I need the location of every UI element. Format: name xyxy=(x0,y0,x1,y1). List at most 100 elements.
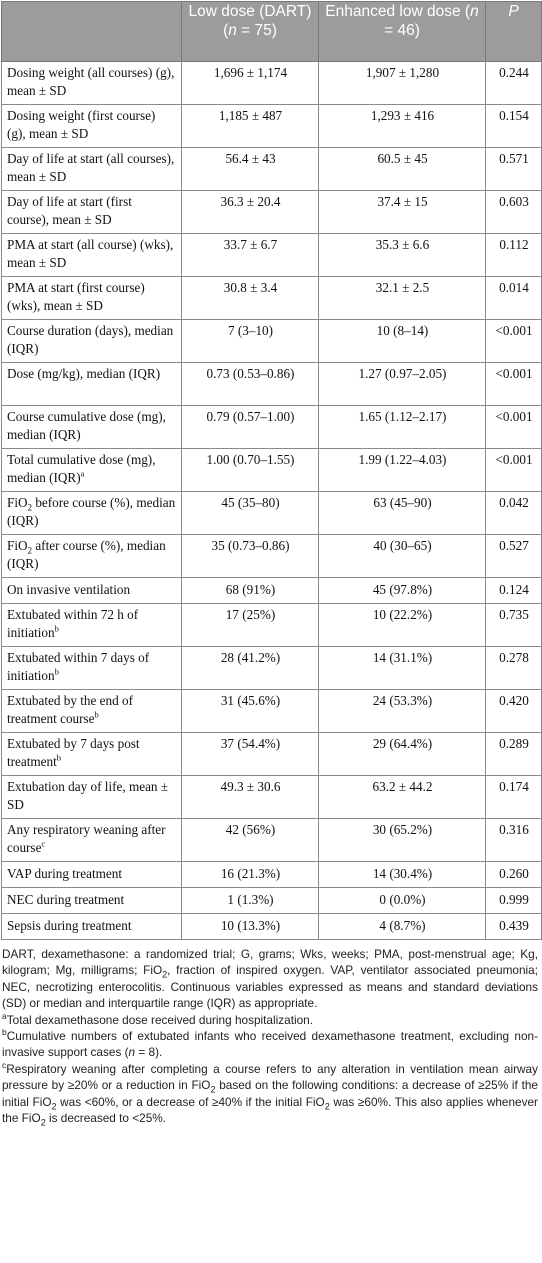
row-label: Any respiratory weaning after coursec xyxy=(1,818,182,862)
cell-p-value: 0.571 xyxy=(485,147,542,191)
row-label: NEC during treatment xyxy=(1,887,182,914)
cell-low-dose: 35 (0.73–0.86) xyxy=(181,534,319,578)
cell-enhanced-dose: 10 (22.2%) xyxy=(318,603,486,647)
footnote-b: bCumulative numbers of extubated infants… xyxy=(2,1028,538,1061)
cell-p-value: 0.289 xyxy=(485,732,542,776)
row-label: Extubated within 7 days of initiationb xyxy=(1,646,182,690)
cell-enhanced-dose: 1,907 ± 1,280 xyxy=(318,61,486,105)
cell-low-dose: 16 (21.3%) xyxy=(181,861,319,888)
row-label: Extubated by the end of treatment course… xyxy=(1,689,182,733)
cell-low-dose: 28 (41.2%) xyxy=(181,646,319,690)
row-label: VAP during treatment xyxy=(1,861,182,888)
cell-p-value: 0.999 xyxy=(485,887,542,914)
cell-p-value: 0.603 xyxy=(485,190,542,234)
cell-p-value: <0.001 xyxy=(485,405,542,449)
cell-low-dose: 1 (1.3%) xyxy=(181,887,319,914)
row-label: Extubated within 72 h of initiationb xyxy=(1,603,182,647)
results-table: Low dose (DART) (n = 75) Enhanced low do… xyxy=(1,1,542,940)
row-label: Extubation day of life, mean ± SD xyxy=(1,775,182,819)
cell-low-dose: 30.8 ± 3.4 xyxy=(181,276,319,320)
row-label: Extubated by 7 days post treatmentb xyxy=(1,732,182,776)
table-row: Total cumulative dose (mg), median (IQR)… xyxy=(1,448,542,492)
cell-enhanced-dose: 32.1 ± 2.5 xyxy=(318,276,486,320)
table-document: Low dose (DART) (n = 75) Enhanced low do… xyxy=(1,1,542,1127)
footnote-ref: b xyxy=(54,623,59,634)
cell-enhanced-dose: 1.65 (1.12–2.17) xyxy=(318,405,486,449)
cell-enhanced-dose: 63.2 ± 44.2 xyxy=(318,775,486,819)
cell-p-value: 0.278 xyxy=(485,646,542,690)
header-cell-p: P xyxy=(485,1,542,62)
cell-low-dose: 49.3 ± 30.6 xyxy=(181,775,319,819)
cell-p-value: 0.124 xyxy=(485,577,542,604)
table-row: Day of life at start (all courses), mean… xyxy=(1,147,542,191)
cell-p-value: <0.001 xyxy=(485,362,542,406)
table-row: Sepsis during treatment 10 (13.3%) 4 (8.7%… xyxy=(1,913,542,940)
footnote-a: aTotal dexamethasone dose received durin… xyxy=(2,1011,538,1028)
cell-enhanced-dose: 60.5 ± 45 xyxy=(318,147,486,191)
cell-p-value: <0.001 xyxy=(485,319,542,363)
footnote-c: cRespiratory weaning after completing a … xyxy=(2,1061,538,1127)
header-row: Low dose (DART) (n = 75) Enhanced low do… xyxy=(1,1,542,62)
cell-low-dose: 36.3 ± 20.4 xyxy=(181,190,319,234)
cell-low-dose: 56.4 ± 43 xyxy=(181,147,319,191)
table-row: FiO2 before course (%), median (IQR) 45 (… xyxy=(1,491,542,535)
table-row: Dose (mg/kg), median (IQR) 0.73 (0.53–0.8… xyxy=(1,362,542,406)
table-row: Dosing weight (first course) (g), mean ±… xyxy=(1,104,542,148)
cell-enhanced-dose: 14 (30.4%) xyxy=(318,861,486,888)
table-row: Extubated by 7 days post treatmentb 37 (5… xyxy=(1,732,542,776)
table-row: NEC during treatment 1 (1.3%) 0 (0.0%) 0.99… xyxy=(1,887,542,914)
footnote-ref: b xyxy=(56,752,62,763)
cell-low-dose: 17 (25%) xyxy=(181,603,319,647)
cell-low-dose: 1.00 (0.70–1.55) xyxy=(181,448,319,492)
table-row: Extubation day of life, mean ± SD 49.3 ± … xyxy=(1,775,542,819)
cell-p-value: 0.735 xyxy=(485,603,542,647)
row-label: Dose (mg/kg), median (IQR) xyxy=(1,362,182,406)
table-body: Dosing weight (all courses) (g), mean ± … xyxy=(1,61,542,940)
cell-enhanced-dose: 1,293 ± 416 xyxy=(318,104,486,148)
cell-enhanced-dose: 1.27 (0.97–2.05) xyxy=(318,362,486,406)
cell-enhanced-dose: 40 (30–65) xyxy=(318,534,486,578)
cell-enhanced-dose: 45 (97.8%) xyxy=(318,577,486,604)
cell-low-dose: 1,696 ± 1,174 xyxy=(181,61,319,105)
cell-low-dose: 0.73 (0.53–0.86) xyxy=(181,362,319,406)
footnote-ref: b xyxy=(94,709,99,720)
table-footnotes: DART, dexamethasone: a randomized trial;… xyxy=(1,946,541,1127)
table-row: Dosing weight (all courses) (g), mean ± … xyxy=(1,61,542,105)
table-row: Course cumulative dose (mg), median (IQR… xyxy=(1,405,542,449)
footnote-b-text: Cumulative numbers of extubated infants … xyxy=(2,1029,538,1060)
row-label: FiO2 before course (%), median (IQR) xyxy=(1,491,182,535)
row-label: Dosing weight (all courses) (g), mean ± … xyxy=(1,61,182,105)
table-row: Day of life at start (first course), mea… xyxy=(1,190,542,234)
cell-p-value: 0.420 xyxy=(485,689,542,733)
header-cell-enhanced-dose: Enhanced low dose (n = 46) xyxy=(318,1,486,62)
footnote-ref: c xyxy=(41,838,46,849)
cell-enhanced-dose: 14 (31.1%) xyxy=(318,646,486,690)
row-label: PMA at start (all course) (wks), mean ± … xyxy=(1,233,182,277)
cell-low-dose: 31 (45.6%) xyxy=(181,689,319,733)
row-label: Total cumulative dose (mg), median (IQR)… xyxy=(1,448,182,492)
cell-low-dose: 0.79 (0.57–1.00) xyxy=(181,405,319,449)
footnote-ref: a xyxy=(80,468,85,479)
row-label: Sepsis during treatment xyxy=(1,913,182,940)
cell-p-value: 0.527 xyxy=(485,534,542,578)
cell-low-dose: 45 (35–80) xyxy=(181,491,319,535)
cell-p-value: 0.316 xyxy=(485,818,542,862)
cell-low-dose: 1,185 ± 487 xyxy=(181,104,319,148)
footnote-b-mark: b xyxy=(2,1027,7,1038)
cell-p-value: 0.042 xyxy=(485,491,542,535)
row-label: Day of life at start (first course), mea… xyxy=(1,190,182,234)
cell-low-dose: 42 (56%) xyxy=(181,818,319,862)
cell-p-value: 0.260 xyxy=(485,861,542,888)
cell-enhanced-dose: 29 (64.4%) xyxy=(318,732,486,776)
cell-enhanced-dose: 30 (65.2%) xyxy=(318,818,486,862)
cell-enhanced-dose: 24 (53.3%) xyxy=(318,689,486,733)
cell-p-value: 0.112 xyxy=(485,233,542,277)
cell-p-value: 0.154 xyxy=(485,104,542,148)
cell-low-dose: 7 (3–10) xyxy=(181,319,319,363)
table-row: PMA at start (all course) (wks), mean ± … xyxy=(1,233,542,277)
cell-enhanced-dose: 63 (45–90) xyxy=(318,491,486,535)
row-label: Course cumulative dose (mg), median (IQR… xyxy=(1,405,182,449)
cell-enhanced-dose: 0 (0.0%) xyxy=(318,887,486,914)
footnote-c-mark: c xyxy=(2,1059,7,1070)
cell-enhanced-dose: 10 (8–14) xyxy=(318,319,486,363)
